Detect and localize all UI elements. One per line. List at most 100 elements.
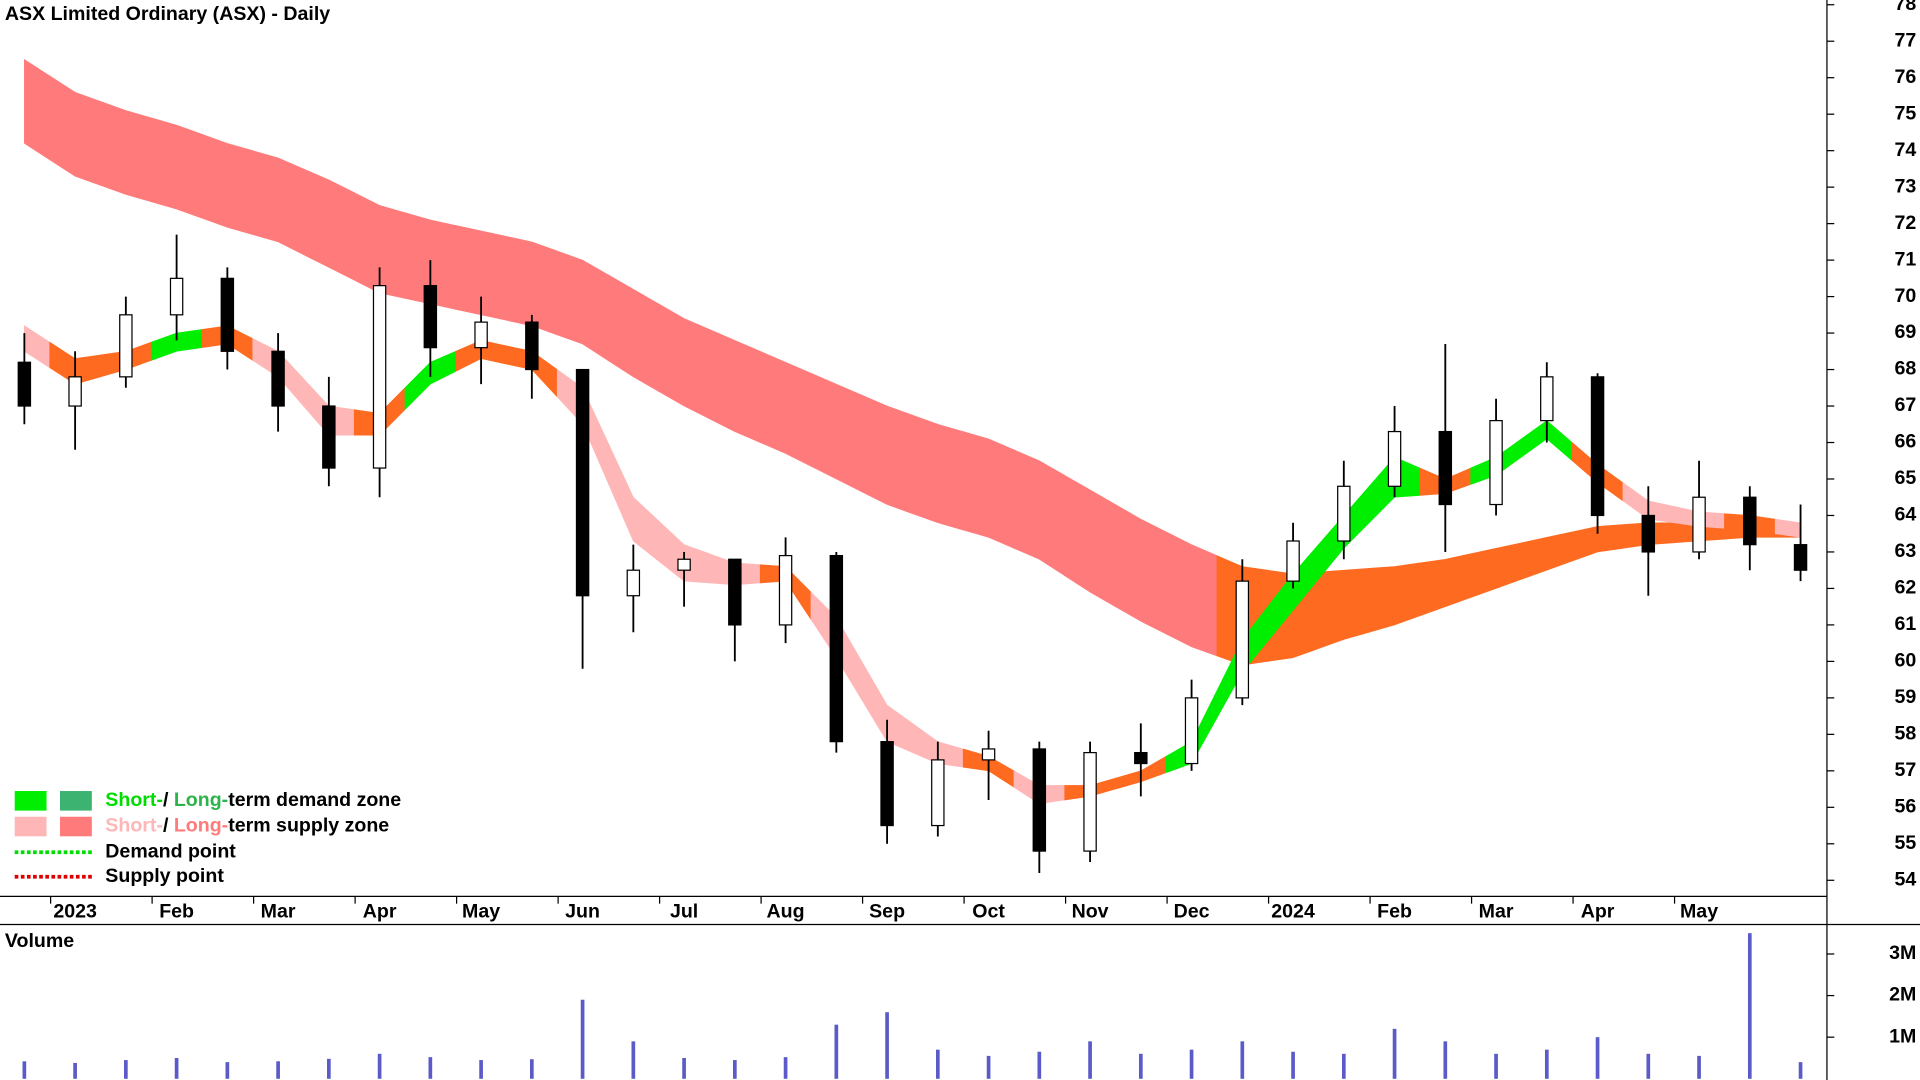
x-tick-label: Feb [1377,900,1412,922]
volume-bar [225,1062,230,1079]
x-tick-label: Jul [670,900,698,922]
legend-swatch [14,816,47,837]
legend-label-part: term supply zone [228,815,389,837]
candle-body [1235,580,1250,699]
candle-body [981,748,996,761]
candle-body [1184,697,1199,765]
volume-bar [1037,1051,1042,1079]
candle-body [1692,496,1706,553]
volume-bar [682,1057,686,1079]
volume-bar [1291,1051,1295,1079]
y-tick-label: 71 [1895,248,1917,270]
y-tick-label: 56 [1895,795,1917,817]
y-tick-label: 76 [1895,66,1917,88]
candle-body [1489,420,1503,506]
x-tick-label: Oct [972,900,1005,922]
volume-bar [580,999,585,1079]
candle-body [1083,751,1097,852]
candle-body [271,350,285,407]
x-tick-label: Jun [565,900,600,922]
volume-bar [1595,1037,1600,1079]
volume-tick-label: 3M [1889,942,1916,964]
y-tick-label: 74 [1895,139,1917,161]
x-tick-label: Mar [1479,900,1514,922]
x-tick-label: Apr [1581,900,1615,922]
y-tick-label: 68 [1895,358,1917,380]
x-tick-label: Apr [363,900,397,922]
candle-body [474,321,488,349]
y-tick-label: 58 [1895,723,1917,745]
legend-swatch [60,791,92,811]
candle-body [829,554,844,743]
candle-body [778,554,793,626]
volume-bar [1392,1028,1397,1079]
legend-swatch [14,791,47,811]
legend-label: Demand point [105,840,236,862]
candle-body [1641,514,1656,553]
volume-bar [174,1057,179,1079]
volume-bar [1798,1062,1803,1079]
candle-body [1540,376,1554,422]
y-tick-label: 78 [1895,0,1917,15]
y-tick-label: 55 [1895,832,1917,854]
volume-title: Volume [5,930,74,952]
volume-bar [631,1041,636,1079]
volume-bar [935,1049,940,1079]
y-tick-label: 72 [1895,212,1917,234]
candle-body [1134,751,1148,765]
volume-bar [885,1012,889,1079]
candle-body [220,277,235,352]
candle-body [575,368,590,597]
legend-label: Supply point [105,865,224,887]
y-tick-label: 77 [1895,29,1917,51]
volume-bar [1443,1041,1448,1079]
candle-body [1590,376,1605,517]
legend-label-part: term demand zone [228,789,401,811]
y-tick-label: 54 [1895,868,1917,890]
y-tick-label: 57 [1895,759,1917,781]
zone-segment [100,100,152,203]
y-tick-label: 65 [1895,467,1917,489]
zone-segment [861,394,913,515]
candle-body [1387,430,1402,487]
volume-tick-label: 1M [1889,1025,1916,1047]
volume-bar [327,1058,331,1079]
volume-bar [1747,933,1752,1079]
x-tick-label: Feb [159,900,194,922]
y-tick-label: 73 [1895,175,1917,197]
x-tick-label: 2023 [53,900,97,922]
x-tick-label: Sep [869,900,905,922]
candle-body [728,558,742,626]
y-tick-label: 61 [1895,613,1917,635]
volume-bar [276,1061,280,1079]
candle-body [626,569,641,597]
x-tick-label: May [1680,900,1718,922]
volume-bar [783,1057,788,1079]
candle-body [68,376,82,407]
volume-bar [73,1062,77,1079]
x-tick-label: 2024 [1271,900,1315,922]
volume-bar [530,1059,534,1079]
x-tick-label: Aug [767,900,805,922]
volume-bar [1341,1053,1346,1079]
x-tick-label: Dec [1174,900,1210,922]
legend-label-part: / [163,815,174,837]
candle-body [1793,544,1808,571]
candle-body [1286,540,1300,582]
volume-panel: 1M 2M 3M [22,933,1916,1079]
volume-bar [834,1024,839,1079]
legend-label-part: Long- [174,815,228,837]
legend-label-part: Short- [105,815,163,837]
zone-segment [962,431,1015,549]
volume-bar [732,1060,737,1079]
y-tick-label: 75 [1895,102,1917,124]
legend-label-part: Long- [174,789,228,811]
candle-body [169,277,184,316]
volume-bar [1494,1053,1498,1079]
y-tick-label: 70 [1895,285,1917,307]
candle-body [119,314,133,378]
zone-segment [150,117,203,219]
legend-label-part: Short- [105,789,163,811]
zone-segment [201,133,254,235]
